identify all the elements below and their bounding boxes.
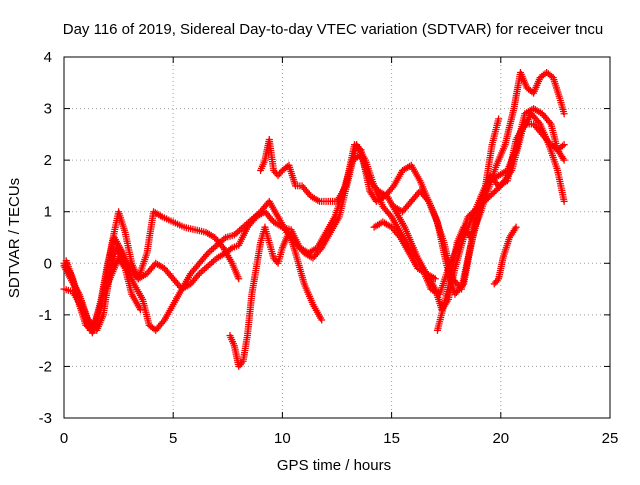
y-tick-label: -3: [39, 410, 52, 427]
series-track-g: [433, 68, 568, 334]
data-points: [60, 68, 568, 370]
series-track-i: [370, 218, 439, 283]
data-point: [318, 316, 326, 324]
plot-frame: [63, 56, 611, 419]
y-tick-label: -2: [39, 358, 52, 375]
series-track-j: [390, 120, 568, 298]
x-axis-label: GPS time / hours: [277, 457, 391, 474]
y-tick-label: 0: [44, 255, 52, 272]
data-point: [560, 156, 568, 164]
data-point: [560, 141, 568, 149]
data-point: [227, 245, 235, 253]
y-tick-labels: -3 -2 -1 0 1 2 3 4: [39, 49, 52, 427]
data-point: [431, 275, 439, 283]
chart-title: Day 116 of 2019, Sidereal Day-to-day VTE…: [63, 21, 604, 38]
data-point: [560, 197, 568, 205]
y-tick-label: 2: [44, 152, 52, 169]
y-tick-label: -1: [39, 307, 52, 324]
data-point: [558, 142, 566, 150]
series-track-d: [226, 223, 326, 370]
data-point: [512, 223, 520, 231]
axis-ticks: [63, 56, 611, 419]
y-axis-label: SDTVAR / TECUs: [6, 178, 23, 298]
y-tick-label: 1: [44, 204, 52, 221]
x-tick-label: 25: [602, 430, 619, 447]
y-tick-label: 3: [44, 101, 52, 118]
x-tick-label: 0: [60, 430, 68, 447]
y-tick-label: 4: [44, 49, 52, 66]
series-track-f: [62, 254, 144, 334]
data-point: [235, 275, 243, 283]
data-point: [136, 306, 144, 314]
x-tick-label: 15: [383, 430, 400, 447]
data-point: [495, 115, 503, 123]
data-point: [560, 110, 568, 118]
x-tick-label: 20: [492, 430, 509, 447]
series-track-h: [490, 223, 520, 288]
x-tick-labels: 0 5 10 15 20 25: [60, 430, 619, 447]
x-tick-label: 5: [169, 430, 177, 447]
x-tick-label: 10: [274, 430, 291, 447]
